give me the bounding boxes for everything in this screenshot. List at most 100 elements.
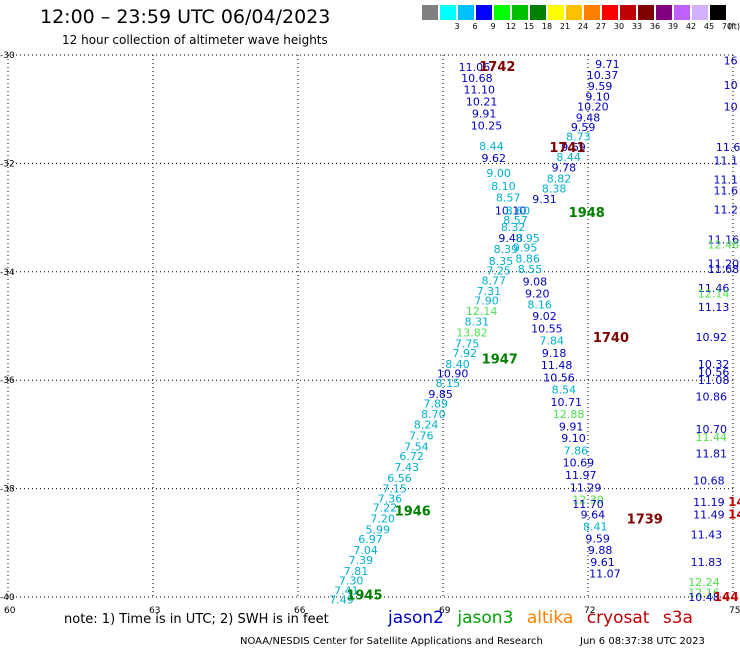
scale-label: 30 (613, 22, 625, 31)
scale-label: 42 (685, 22, 697, 31)
wave-height-value: 7.76 (409, 429, 434, 442)
wave-height-value: 8.73 (566, 130, 591, 143)
scale-swatch (584, 5, 600, 20)
wave-height-value: 12.88 (553, 408, 585, 421)
wave-height-value: 7.36 (378, 492, 403, 505)
wave-height-value: 9.61 (590, 556, 615, 569)
wave-height-value: 9.91 (559, 420, 584, 433)
wave-height-value: 10.21 (466, 96, 498, 109)
wave-height-value: 7.92 (453, 347, 478, 360)
wave-height-value: 9.08 (523, 276, 548, 289)
wave-height-value: 9.48 (498, 232, 523, 245)
wave-height-value: 8.31 (465, 316, 490, 329)
scale-label: 27 (595, 22, 607, 31)
scale-swatch (530, 5, 546, 20)
y-tick-label: -30 (0, 51, 15, 61)
wave-height-value: 8.44 (479, 140, 504, 153)
wave-height-value: 8.16 (527, 298, 552, 311)
wave-height-value: 11.2 (714, 203, 739, 216)
scale-label: 24 (577, 22, 589, 31)
wave-height-value: 9.91 (472, 108, 497, 121)
scale-label: 18 (541, 22, 553, 31)
wave-height-value: 11.83 (691, 556, 723, 569)
scale-swatch (512, 5, 528, 20)
wave-height-value: 10.68 (461, 72, 493, 85)
map-subtitle: 12 hour collection of altimeter wave hei… (62, 33, 328, 47)
wave-height-value: 7.22 (373, 502, 398, 515)
scale-swatch (494, 5, 510, 20)
footer-timestamp: Jun 6 08:37:38 UTC 2023 (580, 636, 705, 647)
wave-height-value: 11.08 (698, 374, 730, 387)
scale-label: 15 (523, 22, 535, 31)
x-tick-label: 66 (294, 606, 306, 616)
pass-time-label: 1742 (479, 60, 515, 75)
satellite-legend: jason2 jason3 altika cryosat s3a (388, 608, 701, 628)
scale-swatch (638, 5, 654, 20)
wave-height-value: 11.1 (714, 174, 739, 187)
wave-height-value: 11.48 (541, 359, 573, 372)
wave-height-value: 6.97 (358, 533, 383, 546)
wave-height-value: 10 (724, 100, 738, 113)
wave-height-value: 8.70 (421, 408, 446, 421)
wave-height-value: 10.25 (471, 119, 503, 132)
wave-height-value: 12.14 (698, 287, 730, 300)
wave-height-value: 10.56 (698, 366, 730, 379)
scale-label: 6 (472, 22, 478, 31)
wave-height-value: 8.95 (515, 232, 540, 245)
edge-label: 144 (714, 590, 739, 604)
scale-label: 45 (703, 22, 715, 31)
wave-height-value: 8.44 (556, 151, 581, 164)
legend-cryosat: cryosat (586, 608, 650, 628)
wave-height-value: 11.10 (464, 84, 496, 97)
wave-height-value: 7.54 (404, 440, 429, 453)
wave-height-value: 7.04 (353, 544, 378, 557)
pass-time-label: 1947 (482, 353, 518, 368)
wave-height-value: 11.46 (698, 282, 730, 295)
wave-height-value: 11.1 (714, 155, 739, 168)
scale-label: 70 (721, 22, 733, 31)
legend-note: note: 1) Time is in UTC; 2) SWH is in fe… (64, 612, 329, 627)
wave-height-value: 16 (724, 54, 738, 67)
wave-height-value: 7.31 (477, 285, 502, 298)
wave-height-value: 11.19 (693, 496, 725, 509)
wave-height-value: 6.56 (387, 472, 412, 485)
wave-height-value: 7.89 (424, 398, 449, 411)
wave-height-value: 7.49 (329, 594, 354, 607)
wave-height-value: 12.46 (708, 239, 740, 252)
wave-height-value: 10.70 (696, 423, 728, 436)
wave-height-value: 7.86 (564, 445, 589, 458)
scale-swatch (692, 5, 708, 20)
wave-height-value: 9.69 (561, 141, 586, 154)
wave-height-value: 9.78 (552, 162, 577, 175)
scale-swatch (476, 5, 492, 20)
scale-swatch (548, 5, 564, 20)
wave-height-value: 11.70 (572, 498, 604, 511)
wave-height-value: 8.35 (489, 255, 514, 268)
wave-height-value: 5.99 (366, 523, 391, 536)
wave-height-value: 13.82 (456, 327, 488, 340)
pass-time-label: 1739 (627, 512, 663, 527)
wave-height-value: 10.56 (543, 371, 575, 384)
wave-height-value: 10 (724, 79, 738, 92)
wave-height-value: 8.39 (494, 243, 519, 256)
wave-height-value: 9.31 (532, 193, 557, 206)
wave-height-value: 8.55 (518, 263, 543, 276)
wave-height-value: 9.85 (428, 388, 453, 401)
scale-label: 12 (505, 22, 517, 31)
scale-swatch (566, 5, 582, 20)
wave-height-value: 10.48 (688, 591, 720, 604)
wave-height-value: 8.60 (506, 205, 531, 218)
wave-height-value: 7.43 (395, 461, 420, 474)
map-title: 12:00 – 23:59 UTC 06/04/2023 (40, 6, 331, 28)
scale-label: 33 (631, 22, 643, 31)
wave-height-value: 8.86 (515, 252, 540, 265)
wave-height-value: 10.20 (577, 100, 609, 113)
scale-unit: (ft) (727, 22, 740, 31)
wave-height-value: 9.48 (576, 111, 601, 124)
scale-swatch (422, 5, 438, 20)
scale-swatch (674, 5, 690, 20)
wave-height-value: 9.02 (532, 310, 557, 323)
wave-height-value: 7.20 (370, 512, 395, 525)
edge-label: 14 (728, 508, 740, 522)
